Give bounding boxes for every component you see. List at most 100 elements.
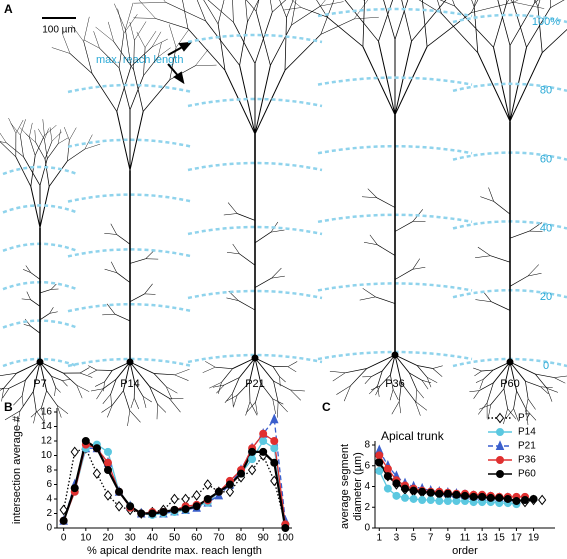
dendrite (115, 361, 131, 380)
dendrite (248, 357, 256, 383)
dendrite (4, 410, 21, 421)
dendrite (22, 269, 31, 273)
marker (375, 466, 384, 475)
legend-marker (495, 440, 505, 450)
dendrite (364, 376, 372, 384)
dendrite (157, 42, 162, 57)
dendrite (205, 361, 216, 368)
x-tick-label: 0 (61, 533, 67, 544)
dendrite (291, 0, 302, 8)
dendrite (48, 160, 68, 187)
dendrite (207, 0, 234, 23)
y-axis-label: average segment (339, 444, 351, 529)
marker (452, 490, 461, 499)
marker (401, 484, 409, 493)
dendrite (203, 0, 219, 25)
marker (443, 497, 452, 506)
soma (126, 358, 134, 366)
dendrite (156, 404, 158, 420)
dendrite (129, 258, 146, 264)
reach-arc (187, 289, 323, 300)
dendrite (71, 24, 84, 42)
marker (461, 491, 469, 500)
dendrite (245, 0, 257, 12)
dendrite (540, 386, 553, 389)
dendrite (116, 234, 131, 245)
dendrite (525, 398, 529, 413)
dendrite (401, 382, 416, 402)
dendrite (224, 377, 240, 386)
dendrite (454, 5, 494, 48)
dendrite (39, 186, 50, 228)
dendrite (221, 368, 233, 383)
dendrite (227, 202, 238, 214)
marker (538, 494, 547, 506)
dendrite (83, 16, 90, 42)
x-tick-label: 5 (411, 533, 417, 544)
dendrite (350, 368, 368, 386)
dendrite (224, 70, 256, 135)
marker (495, 493, 504, 502)
dendrite (62, 35, 71, 54)
marker (486, 493, 495, 502)
dendrite (151, 31, 162, 48)
dendrite (478, 404, 491, 410)
dendrite (481, 369, 494, 372)
dendrite (362, 1, 365, 47)
marker (148, 509, 157, 518)
dendrite (497, 0, 511, 46)
dendrite (224, 393, 233, 403)
dendrite (114, 313, 131, 322)
dendrite (38, 128, 45, 140)
marker (259, 447, 268, 456)
panel-label: C (322, 400, 331, 414)
dendrite (2, 388, 10, 398)
dendrite (153, 373, 167, 387)
dendrite (49, 307, 54, 314)
dendrite (130, 398, 135, 409)
dendrite (375, 385, 381, 396)
dendrite (57, 129, 61, 144)
dendrite (488, 187, 494, 202)
dendrite (231, 377, 240, 394)
marker (237, 469, 246, 478)
dendrite (110, 223, 117, 235)
dendrite (254, 357, 262, 384)
marker (383, 464, 392, 473)
dendrite (129, 75, 144, 111)
dendrite (1, 388, 5, 402)
dendrite (286, 0, 294, 18)
dendrite (130, 46, 153, 67)
dendrite (94, 381, 105, 387)
neurons (0, 0, 567, 427)
reach-arc (317, 76, 473, 86)
dendrite (42, 119, 45, 136)
dendrite (255, 11, 271, 66)
dendrite (375, 296, 396, 304)
dendrite (486, 382, 494, 403)
dendrite (30, 407, 42, 418)
dendrite (491, 301, 511, 311)
dendrite (416, 389, 424, 399)
x-tick-label: 20 (102, 533, 114, 544)
marker (426, 495, 435, 504)
dendrite (503, 408, 508, 425)
dendrite (554, 377, 566, 384)
dendrite (270, 229, 285, 233)
legend-label: P7 (518, 413, 531, 424)
dendrite (44, 140, 53, 160)
dendrite (32, 361, 41, 392)
dendrite (534, 0, 539, 8)
y-tick-label: 12 (41, 436, 53, 447)
dendrite (41, 390, 47, 408)
reach-arc (187, 33, 323, 44)
dendrite (509, 361, 518, 392)
dendrite (174, 374, 189, 381)
dendrite (21, 298, 31, 300)
dendrite (546, 388, 553, 402)
dendrite (79, 367, 90, 374)
x-axis-label: % apical dendrite max. reach length (87, 545, 262, 557)
dendrite (233, 22, 256, 64)
dendrite (166, 386, 178, 394)
dendrite (25, 265, 32, 273)
